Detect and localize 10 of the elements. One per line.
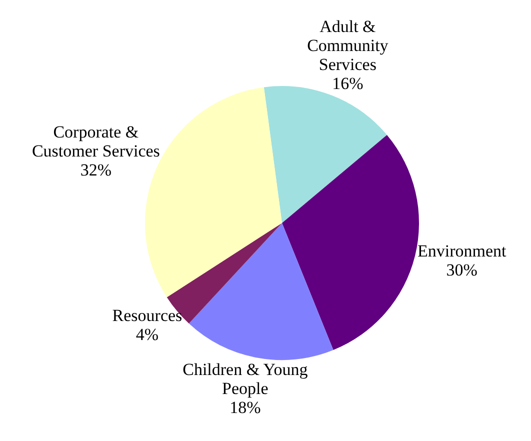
slice-label: Children & Young People <box>182 360 308 398</box>
slice-label: Resources <box>112 306 182 325</box>
slice-label: Adult & Community Services <box>307 17 389 74</box>
slice-label: Corporate & Customer Services <box>32 122 160 160</box>
data-label: 30% <box>446 260 478 280</box>
slice-label: Environment <box>417 242 507 261</box>
data-label: 16% <box>332 74 364 94</box>
data-label: 32% <box>80 160 112 180</box>
data-label: 18% <box>230 398 261 418</box>
data-label: 4% <box>136 324 159 344</box>
